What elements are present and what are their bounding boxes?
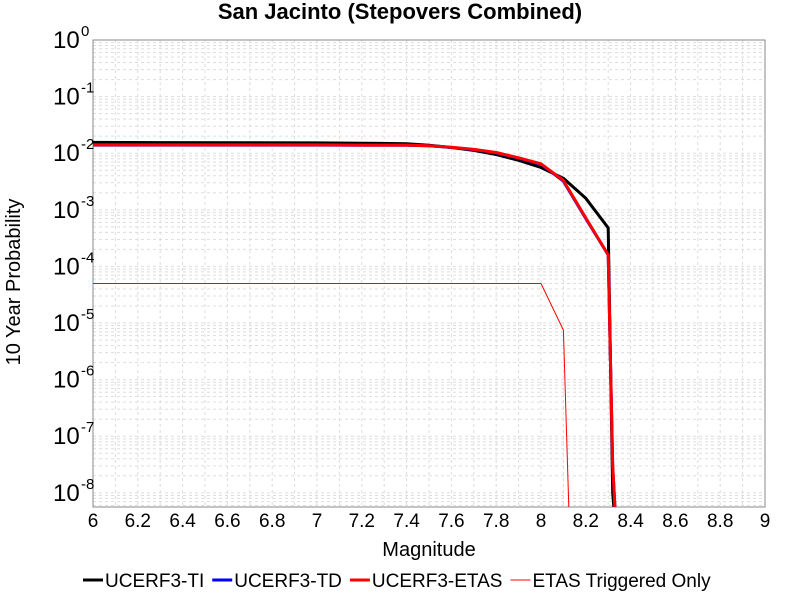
legend-label-ucerf3-ti: UCERF3-TI bbox=[105, 571, 204, 592]
y-tick-label: 10 bbox=[53, 423, 80, 450]
y-tick-label: 10 bbox=[53, 197, 80, 224]
y-tick-exponent: 0 bbox=[81, 23, 89, 40]
legend: UCERF3-TI UCERF3-TD UCERF3-ETAS ETAS Trigge… bbox=[83, 571, 711, 592]
grid bbox=[92, 40, 766, 507]
x-tick-label: 8.8 bbox=[707, 511, 733, 532]
y-tick-label: 10 bbox=[53, 310, 80, 337]
y-tick-label: 10 bbox=[53, 253, 80, 280]
y-tick-exponent: -1 bbox=[81, 80, 94, 97]
x-tick-label: 6.4 bbox=[169, 511, 196, 532]
x-tick-label: 8.4 bbox=[617, 511, 644, 532]
x-tick-label: 9 bbox=[760, 511, 771, 532]
y-tick-exponent: -6 bbox=[81, 363, 94, 380]
x-axis-label: Magnitude bbox=[382, 539, 475, 561]
x-tick-label: 6.6 bbox=[214, 511, 240, 532]
x-tick-label: 7 bbox=[312, 511, 323, 532]
series-layer bbox=[93, 140, 617, 507]
x-tick-label: 7.4 bbox=[393, 511, 420, 532]
x-tick-label: 8.2 bbox=[573, 511, 599, 532]
x-tick-label: 7.8 bbox=[483, 511, 509, 532]
chart-title: San Jacinto (Stepovers Combined) bbox=[218, 0, 582, 24]
x-tick-label: 8.6 bbox=[662, 511, 688, 532]
x-tick-label: 6.2 bbox=[125, 511, 151, 532]
x-tick-label: 6.8 bbox=[259, 511, 285, 532]
plot-frame bbox=[92, 39, 766, 508]
y-tick-exponent: -3 bbox=[81, 193, 94, 210]
legend-label-ucerf3-etas: UCERF3-ETAS bbox=[372, 571, 503, 592]
y-tick-exponent: -8 bbox=[81, 476, 94, 493]
plot-area bbox=[93, 40, 765, 507]
y-tick-label: 10 bbox=[53, 480, 80, 507]
series-line-etas-triggered-only bbox=[93, 283, 570, 507]
x-tick-label: 6 bbox=[88, 511, 99, 532]
y-tick-label: 10 bbox=[53, 140, 80, 167]
y-axis-label: 10 Year Probability bbox=[3, 199, 25, 366]
x-tick-label: 7.6 bbox=[438, 511, 464, 532]
y-tick-exponent: -4 bbox=[81, 249, 94, 266]
x-tick-label: 7.2 bbox=[349, 511, 375, 532]
y-tick-exponent: -7 bbox=[81, 419, 94, 436]
y-tick-label: 10 bbox=[53, 367, 80, 394]
y-tick-label: 10 bbox=[53, 27, 80, 54]
x-axis-ticks: 6 6.2 6.4 6.6 6.8 7 7.2 7.4 7.6 7.8 8 8.2 8.4 8.6 8.8 9 bbox=[88, 511, 771, 532]
y-tick-exponent: -2 bbox=[81, 136, 94, 153]
legend-label-ucerf3-td: UCERF3-TD bbox=[234, 571, 342, 592]
legend-label-etas-triggered-only: ETAS Triggered Only bbox=[532, 571, 711, 592]
y-tick-exponent: -5 bbox=[81, 306, 94, 323]
x-tick-label: 8 bbox=[536, 511, 547, 532]
y-tick-label: 10 bbox=[53, 84, 80, 111]
series-line-ucerf3-etas bbox=[93, 143, 617, 507]
